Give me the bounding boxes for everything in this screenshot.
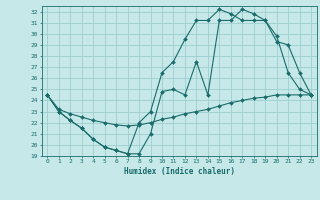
X-axis label: Humidex (Indice chaleur): Humidex (Indice chaleur): [124, 167, 235, 176]
